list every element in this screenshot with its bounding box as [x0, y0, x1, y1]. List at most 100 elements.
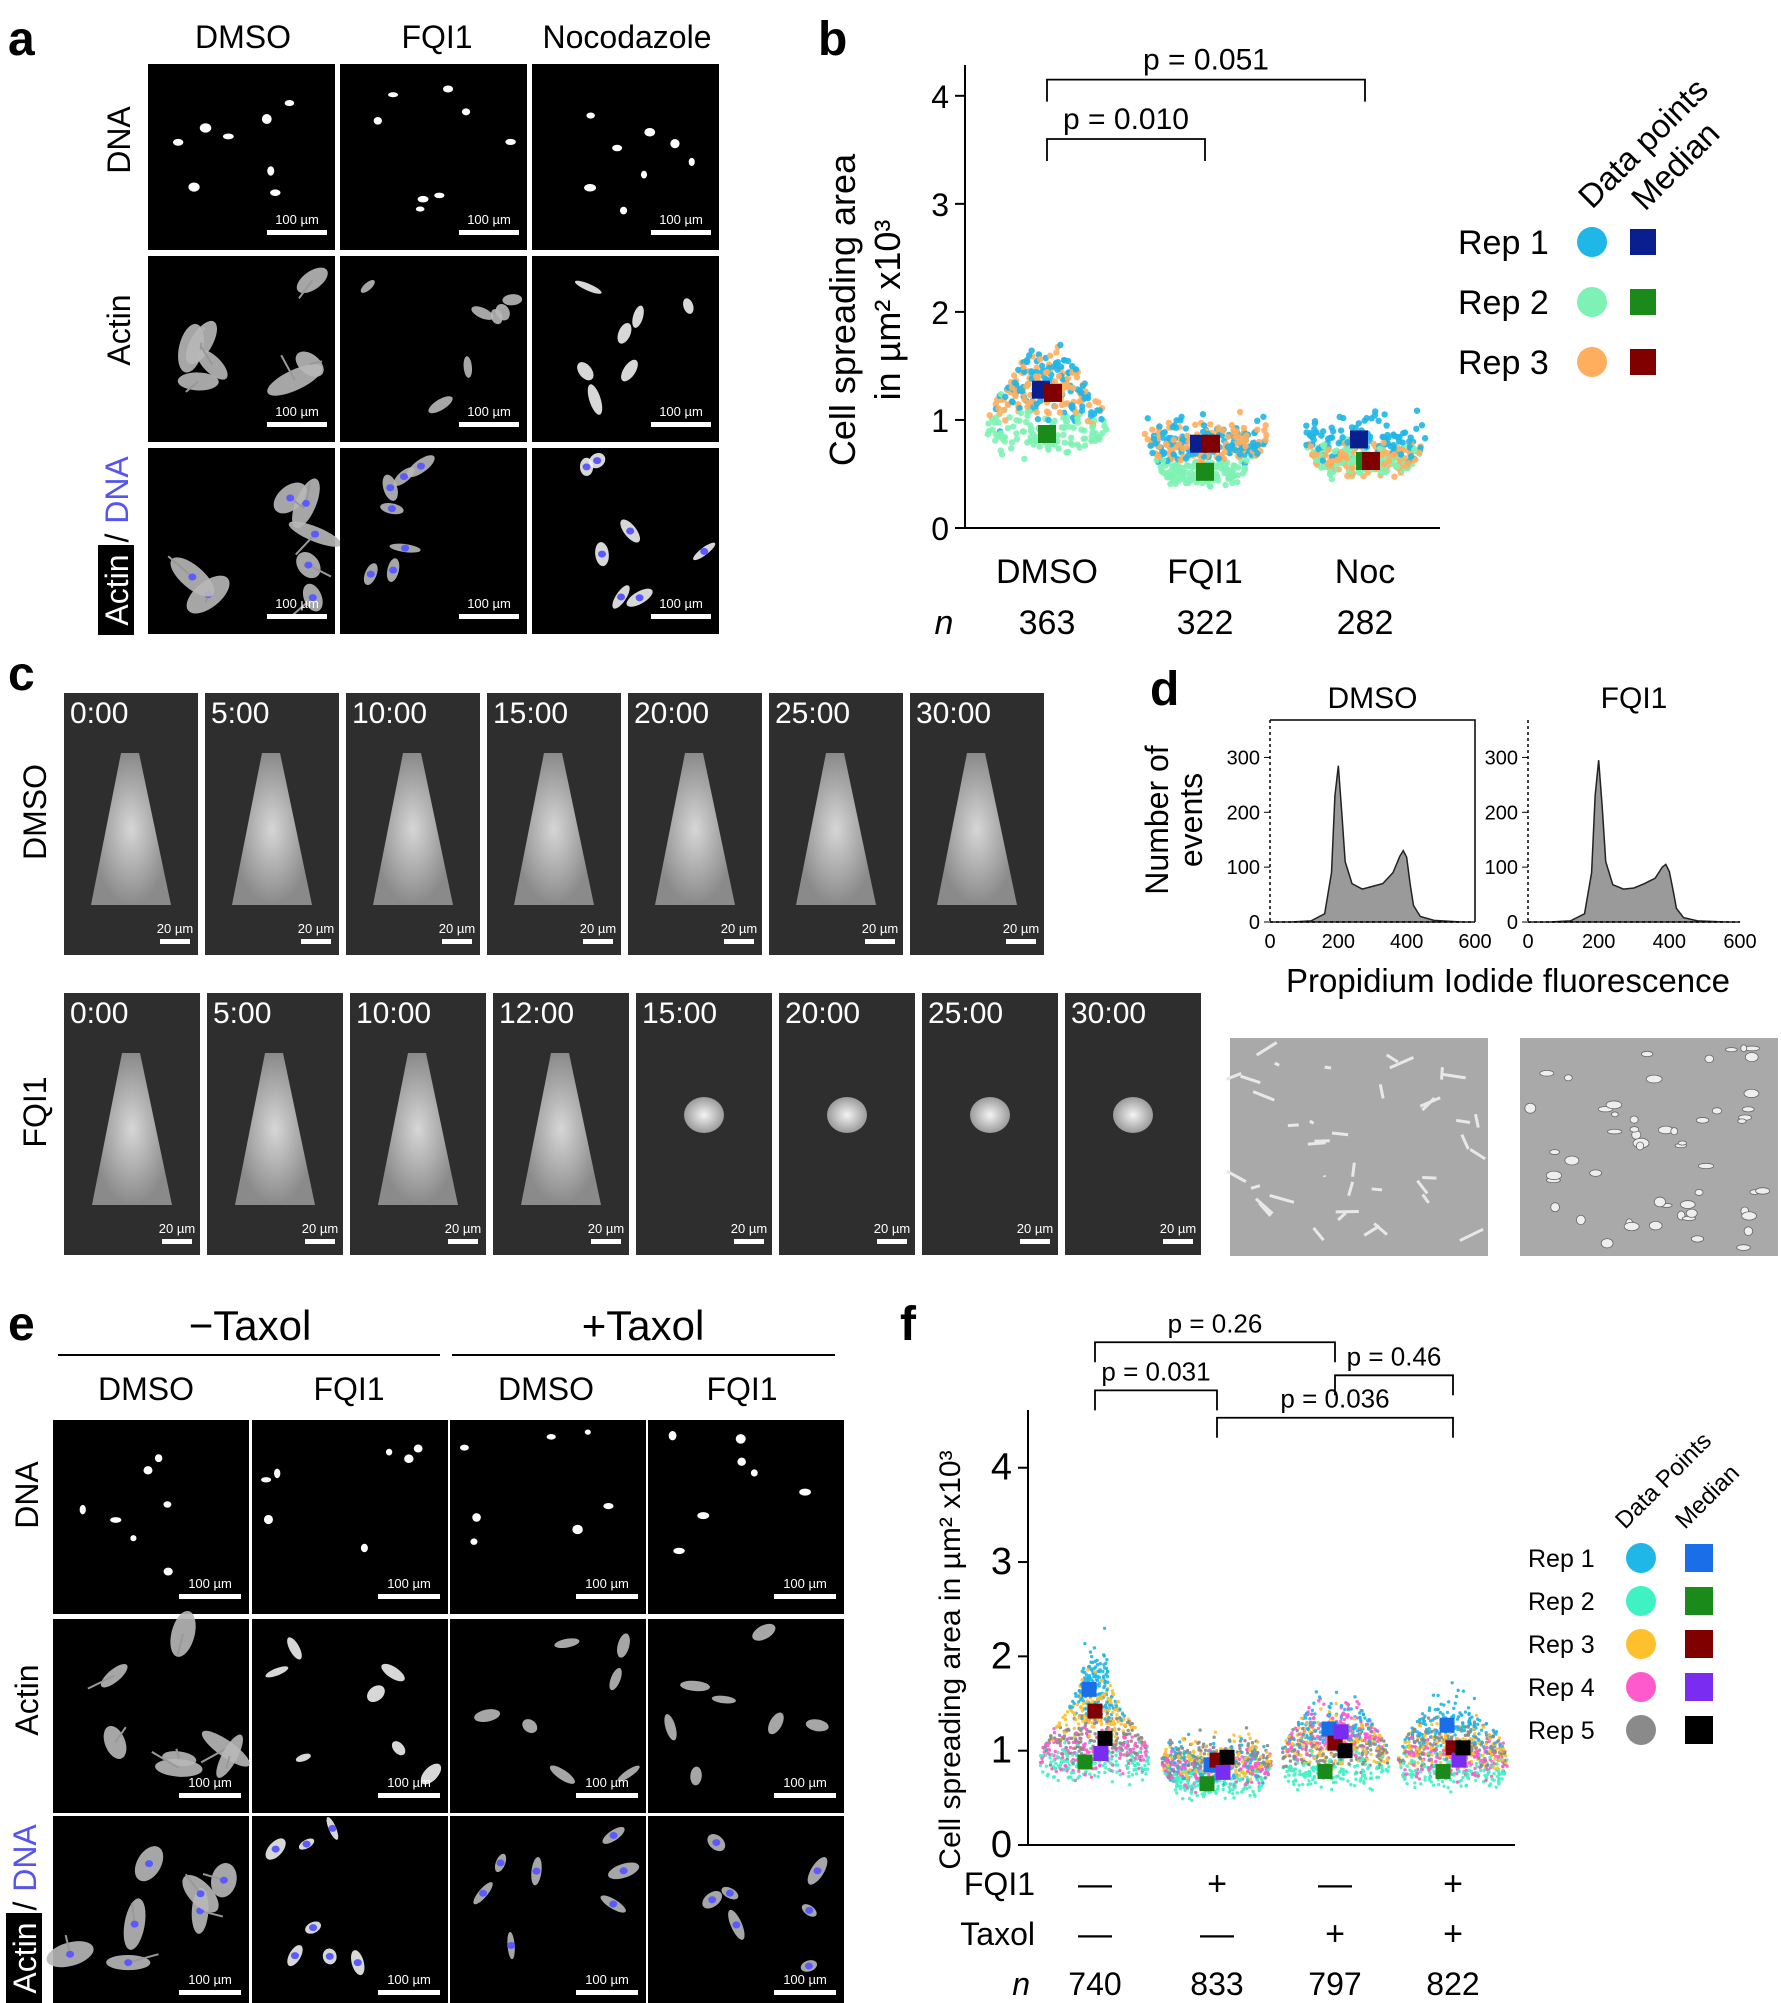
data-point [1098, 415, 1105, 423]
data-point [1292, 1754, 1296, 1758]
comparison-bracket [1094, 1341, 1336, 1363]
phase-cell [1685, 1208, 1698, 1218]
data-point [1307, 443, 1315, 450]
data-point [1354, 1750, 1358, 1754]
data-point [1081, 1719, 1085, 1723]
data-point [1380, 1755, 1385, 1759]
data-point [1358, 1718, 1363, 1722]
scale-bar-label: 100 µm [387, 1576, 431, 1591]
fqi1-sign: + [1443, 1865, 1463, 1903]
data-point [1062, 1736, 1066, 1741]
data-point [1360, 1709, 1364, 1713]
y-tick-label: 200 [1227, 802, 1260, 824]
data-point [1331, 1716, 1335, 1720]
micrograph-actin [532, 256, 719, 442]
data-point [1139, 1735, 1144, 1740]
data-point [1165, 1753, 1170, 1758]
cell-body [690, 1766, 702, 1786]
data-point [1308, 1720, 1313, 1725]
scale-bar [378, 1793, 440, 1798]
timelapse-frame: 30:00 [1065, 993, 1201, 1255]
nucleus-merge [804, 1962, 813, 1970]
data-point [1287, 1773, 1291, 1777]
nucleus [415, 206, 425, 212]
scale-bar-label: 20 µm [721, 921, 757, 936]
data-point [1296, 1758, 1300, 1762]
data-point [1318, 1758, 1322, 1763]
data-point [1118, 1707, 1122, 1711]
data-point [1420, 1752, 1424, 1756]
data-point [1328, 1758, 1332, 1762]
data-point [1117, 1746, 1121, 1750]
panel-letter-a: a [8, 13, 35, 66]
data-point [1095, 1662, 1100, 1667]
data-point [1468, 1730, 1472, 1734]
data-point [1380, 461, 1388, 468]
micrograph-merge [532, 448, 719, 634]
data-point [1103, 1770, 1107, 1775]
data-point [1301, 1732, 1305, 1737]
data-point [1104, 1666, 1109, 1671]
data-point [1228, 421, 1236, 429]
data-point [1079, 1728, 1083, 1733]
data-point [1182, 476, 1190, 483]
row-label-actin: Actin [101, 294, 137, 365]
data-point [1096, 1674, 1100, 1679]
data-point [1305, 1773, 1309, 1778]
data-point [1233, 1768, 1238, 1772]
data-point [1068, 1705, 1073, 1710]
nucleus-merge [325, 1952, 334, 1960]
data-point [1433, 1707, 1438, 1712]
data-point [1492, 1771, 1496, 1776]
data-point [1308, 1754, 1312, 1758]
data-point [1097, 1681, 1102, 1686]
data-point [1243, 1785, 1247, 1790]
data-point [1361, 1712, 1366, 1716]
data-point [1410, 1775, 1414, 1779]
data-point [1038, 1763, 1043, 1768]
data-point [1072, 366, 1080, 373]
data-point [1501, 1747, 1506, 1751]
data-point [1245, 1759, 1250, 1763]
nucleus [470, 1538, 478, 1545]
legend-median-swatch [1685, 1673, 1713, 1701]
data-point [1474, 1713, 1479, 1718]
data-point [1137, 1750, 1142, 1754]
scale-bar-label: 100 µm [585, 1972, 629, 1987]
data-point [1079, 1706, 1084, 1710]
data-point [1312, 1756, 1316, 1761]
data-point [1133, 1751, 1138, 1756]
phase-cell [1694, 1188, 1704, 1196]
data-point [1230, 471, 1237, 479]
data-point [1104, 1766, 1108, 1770]
nucleus-merge [286, 494, 295, 502]
data-point [1107, 1708, 1111, 1712]
data-point [1302, 1740, 1307, 1745]
timelapse-frame: 12:00 [493, 993, 629, 1255]
data-point [1047, 1748, 1052, 1752]
data-point [1467, 1712, 1471, 1717]
data-point [1407, 453, 1415, 460]
data-point [1259, 1775, 1263, 1780]
spread-cell [235, 1053, 315, 1205]
data-point [1365, 1757, 1369, 1762]
spread-cell [91, 753, 171, 905]
data-point [1013, 430, 1020, 437]
data-point [1103, 1717, 1107, 1721]
micrograph-background [148, 64, 335, 250]
data-point [1124, 1740, 1129, 1745]
data-point [1362, 1781, 1366, 1785]
data-point [1489, 1774, 1494, 1779]
data-point [1173, 1788, 1178, 1792]
data-point [1187, 1796, 1192, 1801]
data-point [1084, 1717, 1088, 1722]
nucleus-merge [389, 566, 398, 574]
phase-cell [1322, 1174, 1327, 1178]
data-point [1083, 1773, 1087, 1777]
scale-bar-label: 20 µm [874, 1221, 910, 1236]
data-point [1110, 1703, 1114, 1708]
data-point [1193, 1760, 1197, 1765]
data-point [1064, 375, 1072, 382]
data-point [1361, 417, 1368, 424]
data-point [1122, 1753, 1127, 1757]
